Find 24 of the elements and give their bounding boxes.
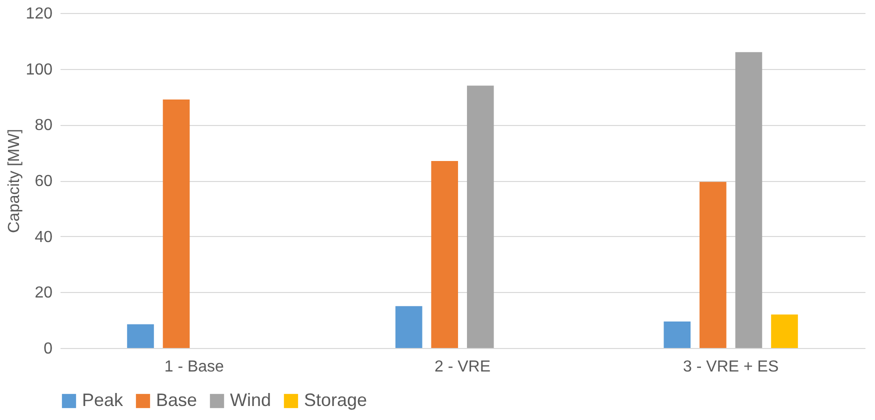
- bar: [771, 314, 798, 348]
- y-tick-label: 100: [26, 61, 53, 78]
- bar: [466, 86, 494, 348]
- y-axis-title: Capacity [MW]: [6, 128, 23, 234]
- bar: [162, 100, 190, 348]
- bar: [127, 324, 154, 348]
- bar: [735, 52, 762, 348]
- bar: [395, 306, 422, 348]
- x-tick-label: 3 - VRE + ES: [683, 358, 779, 376]
- legend-label: Wind: [230, 390, 272, 410]
- y-tick-label: 20: [34, 284, 53, 302]
- x-tick-label: 2 - VRE: [434, 358, 491, 376]
- legend-label: Base: [156, 390, 198, 410]
- legend-label: Storage: [304, 390, 368, 410]
- bar: [431, 160, 458, 348]
- bar: [664, 321, 691, 348]
- y-tick-label: 0: [44, 340, 53, 358]
- y-tick-label: 40: [34, 228, 53, 246]
- y-tick-label: 80: [34, 117, 53, 134]
- x-tick-label: 1 - Base: [164, 358, 224, 376]
- y-tick-label: 120: [26, 6, 53, 22]
- bar: [700, 182, 726, 348]
- legend-label: Peak: [82, 390, 124, 410]
- y-tick-label: 60: [34, 173, 53, 190]
